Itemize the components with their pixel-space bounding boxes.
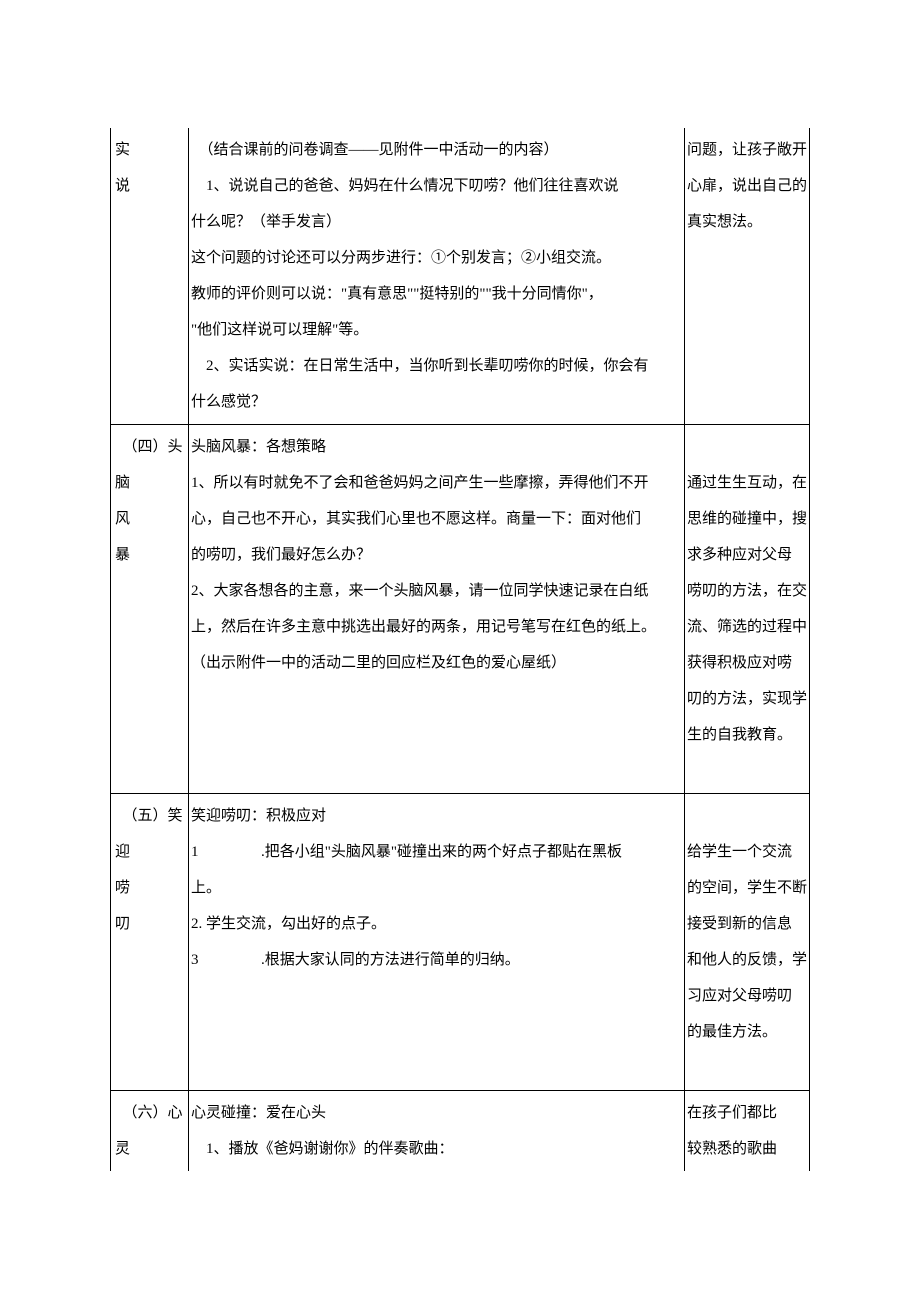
document-page: 实 说 （结合课前的问卷调查——见附件一中活动一的内容） 1、说说自己的爸爸、妈… bbox=[0, 0, 920, 1301]
body-line: "他们这样说可以理解"等。 bbox=[191, 312, 682, 348]
note-line bbox=[687, 1050, 807, 1086]
blank-line bbox=[191, 1014, 682, 1050]
body-line bbox=[191, 753, 682, 789]
note-line: 的最佳方法。 bbox=[687, 1014, 807, 1050]
row3-note-cell: 给学生一个交流 的空间，学生不断 接受到新的信息 和他人的反馈，学 习应对父母唠… bbox=[685, 794, 810, 1091]
label-line: 风 bbox=[115, 501, 188, 537]
row2-note-cell: 通过生生互动，在 思维的碰撞中，搜 求多种应对父母 唠叨的方法，在交 流、筛选的… bbox=[685, 425, 810, 794]
body-title: 笑迎唠叨：积极应对 bbox=[191, 798, 682, 834]
list-item: 3 .根据大家认同的方法进行简单的归纳。 bbox=[191, 942, 682, 978]
body-line: （结合课前的问卷调查——见附件一中活动一的内容） bbox=[191, 132, 682, 168]
note-line: 获得积极应对唠 bbox=[687, 645, 807, 681]
label-line: 脑 bbox=[115, 465, 188, 501]
note-line: 通过生生互动，在 bbox=[687, 465, 807, 501]
body-line: 这个问题的讨论还可以分两步进行：①个别发言；②小组交流。 bbox=[191, 240, 682, 276]
row2-body-cell: 头脑风暴：各想策略 1、所以有时就免不了会和爸爸妈妈之间产生一些摩擦，弄得他们不… bbox=[189, 425, 685, 794]
body-line: 头脑风暴：各想策略 bbox=[191, 429, 682, 465]
list-item: 1 .把各小组"头脑风暴"碰撞出来的两个好点子都贴在黑板 bbox=[191, 834, 682, 870]
note-line: 思维的碰撞中，搜 bbox=[687, 501, 807, 537]
body-line: 2、实话实说：在日常生活中，当你听到长辈叨唠你的时候，你会有 bbox=[191, 348, 682, 384]
body-line: 什么感觉？ bbox=[191, 384, 682, 420]
note-line: 接受到新的信息 bbox=[687, 906, 807, 942]
body-line: 教师的评价则可以说："真有意思""挺特别的""我十分同情你"， bbox=[191, 276, 682, 312]
label-line: 迎 bbox=[115, 834, 188, 870]
body-line: 1、说说自己的爸爸、妈妈在什么情况下叨唠？他们往往喜欢说 bbox=[191, 168, 682, 204]
item-number: 3 bbox=[191, 942, 205, 978]
label-line: （五）笑 bbox=[115, 798, 188, 834]
row1-body-cell: （结合课前的问卷调查——见附件一中活动一的内容） 1、说说自己的爸爸、妈妈在什么… bbox=[189, 128, 685, 425]
body-line: 1、所以有时就免不了会和爸爸妈妈之间产生一些摩擦，弄得他们不开 bbox=[191, 465, 682, 501]
table-row: （四）头 脑 风 暴 头脑风暴：各想策略 1、所以有时就免不了会和爸爸妈妈之间产… bbox=[111, 425, 810, 794]
row3-body-cell: 笑迎唠叨：积极应对 1 .把各小组"头脑风暴"碰撞出来的两个好点子都贴在黑板 上… bbox=[189, 794, 685, 1091]
body-line: 的唠叨，我们最好怎么办？ bbox=[191, 537, 682, 573]
body-line bbox=[191, 681, 682, 717]
label-line: （六）心 bbox=[115, 1095, 188, 1131]
blank-line bbox=[191, 1050, 682, 1086]
note-line: 习应对父母唠叨 bbox=[687, 978, 807, 1014]
table-row: （六）心 灵 心灵碰撞：爱在心头 1、播放《爸妈谢谢你》的伴奏歌曲： 在孩子们都… bbox=[111, 1091, 810, 1172]
blank-line bbox=[191, 978, 682, 1014]
row1-label-cell: 实 说 bbox=[111, 128, 189, 425]
body-line: 2. 学生交流，勾出好的点子。 bbox=[191, 906, 682, 942]
row2-label-cell: （四）头 脑 风 暴 bbox=[111, 425, 189, 794]
note-line: 的空间，学生不断 bbox=[687, 870, 807, 906]
note-line: 唠叨的方法，在交 bbox=[687, 573, 807, 609]
body-line: 2、大家各想各的主意，来一个头脑风暴，请一位同学快速记录在白纸 bbox=[191, 573, 682, 609]
label-line: （四）头 bbox=[115, 429, 188, 465]
row4-label-cell: （六）心 灵 bbox=[111, 1091, 189, 1172]
item-spacer bbox=[205, 834, 261, 870]
body-line: 心灵碰撞：爱在心头 bbox=[191, 1095, 682, 1131]
row4-body-cell: 心灵碰撞：爱在心头 1、播放《爸妈谢谢你》的伴奏歌曲： bbox=[189, 1091, 685, 1172]
note-line bbox=[687, 798, 807, 834]
item-number: 1 bbox=[191, 834, 205, 870]
row1-note-cell: 问题，让孩子敞开 心扉，说出自己的 真实想法。 bbox=[685, 128, 810, 425]
note-line: 心扉，说出自己的 bbox=[687, 168, 807, 204]
note-line: 生的自我教育。 bbox=[687, 717, 807, 753]
row4-note-cell: 在孩子们都比 较熟悉的歌曲 bbox=[685, 1091, 810, 1172]
item-text: .根据大家认同的方法进行简单的归纳。 bbox=[261, 942, 682, 978]
table-row: 实 说 （结合课前的问卷调查——见附件一中活动一的内容） 1、说说自己的爸爸、妈… bbox=[111, 128, 810, 425]
note-line bbox=[687, 429, 807, 465]
body-line: 上。 bbox=[191, 870, 682, 906]
label-line: 实 bbox=[115, 132, 188, 168]
note-line: 真实想法。 bbox=[687, 204, 807, 240]
note-line bbox=[687, 753, 807, 789]
lesson-plan-table: 实 说 （结合课前的问卷调查——见附件一中活动一的内容） 1、说说自己的爸爸、妈… bbox=[110, 128, 810, 1171]
item-text: .把各小组"头脑风暴"碰撞出来的两个好点子都贴在黑板 bbox=[261, 834, 682, 870]
note-line: 求多种应对父母 bbox=[687, 537, 807, 573]
label-line: 唠 bbox=[115, 870, 188, 906]
body-line: （出示附件一中的活动二里的回应栏及红色的爱心屋纸） bbox=[191, 645, 682, 681]
note-line: 流、筛选的过程中 bbox=[687, 609, 807, 645]
label-line: 叨 bbox=[115, 906, 188, 942]
note-line: 在孩子们都比 bbox=[687, 1095, 807, 1131]
body-line bbox=[191, 717, 682, 753]
note-line: 较熟悉的歌曲 bbox=[687, 1131, 807, 1167]
note-line: 给学生一个交流 bbox=[687, 834, 807, 870]
label-line: 暴 bbox=[115, 537, 188, 573]
body-line: 什么呢？（举手发言） bbox=[191, 204, 682, 240]
note-line: 和他人的反馈，学 bbox=[687, 942, 807, 978]
body-line: 心，自己也不开心，其实我们心里也不愿这样。商量一下：面对他们 bbox=[191, 501, 682, 537]
label-line: 说 bbox=[115, 168, 188, 204]
row3-label-cell: （五）笑 迎 唠 叨 bbox=[111, 794, 189, 1091]
table-row: （五）笑 迎 唠 叨 笑迎唠叨：积极应对 1 .把各小组"头脑风暴"碰撞出来的两… bbox=[111, 794, 810, 1091]
body-line: 上，然后在许多主意中挑选出最好的两条，用记号笔写在红色的纸上。 bbox=[191, 609, 682, 645]
label-line: 灵 bbox=[115, 1131, 188, 1167]
note-line: 叨的方法，实现学 bbox=[687, 681, 807, 717]
body-line: 1、播放《爸妈谢谢你》的伴奏歌曲： bbox=[191, 1131, 682, 1167]
item-spacer bbox=[205, 942, 261, 978]
note-line: 问题，让孩子敞开 bbox=[687, 132, 807, 168]
